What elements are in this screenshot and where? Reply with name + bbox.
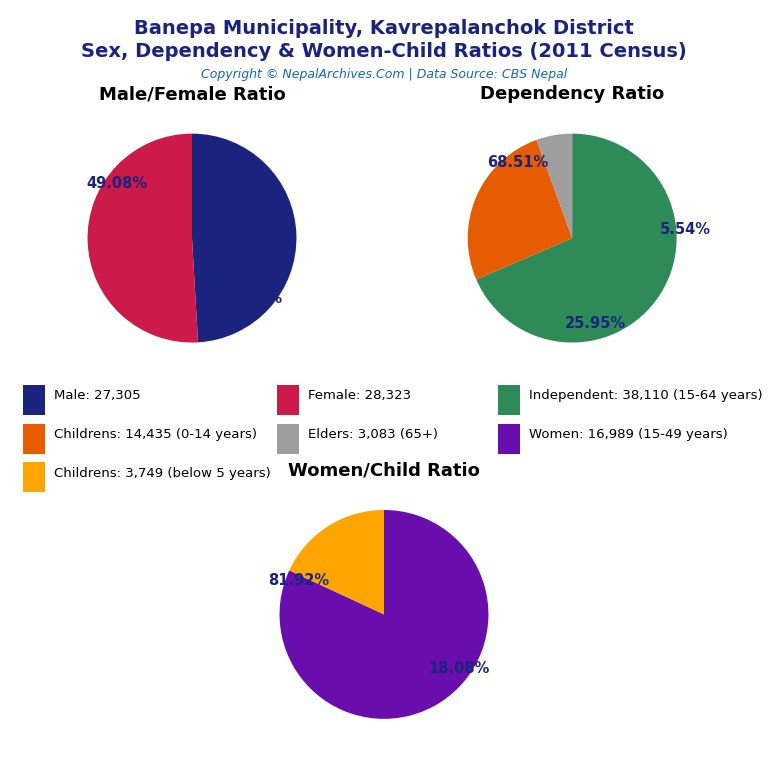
Title: Women/Child Ratio: Women/Child Ratio [288, 462, 480, 479]
Bar [23, 424, 45, 454]
Text: 81.92%: 81.92% [268, 574, 329, 588]
Text: 5.54%: 5.54% [660, 222, 710, 237]
Title: Male/Female Ratio: Male/Female Ratio [98, 85, 286, 103]
Bar [23, 385, 45, 415]
Text: Female: 28,323: Female: 28,323 [308, 389, 411, 402]
Text: Women: 16,989 (15-49 years): Women: 16,989 (15-49 years) [529, 428, 728, 441]
Wedge shape [88, 134, 198, 343]
Bar [277, 385, 300, 415]
Text: 18.08%: 18.08% [429, 661, 490, 676]
Wedge shape [280, 510, 488, 719]
Text: Copyright © NepalArchives.Com | Data Source: CBS Nepal: Copyright © NepalArchives.Com | Data Sou… [201, 68, 567, 81]
Text: 50.92%: 50.92% [222, 291, 283, 306]
Bar [498, 385, 521, 415]
Wedge shape [476, 134, 677, 343]
Text: Banepa Municipality, Kavrepalanchok District: Banepa Municipality, Kavrepalanchok Dist… [134, 19, 634, 38]
Text: Male: 27,305: Male: 27,305 [54, 389, 141, 402]
Text: 68.51%: 68.51% [487, 155, 548, 170]
Text: Elders: 3,083 (65+): Elders: 3,083 (65+) [308, 428, 438, 441]
Text: Independent: 38,110 (15-64 years): Independent: 38,110 (15-64 years) [529, 389, 763, 402]
Bar [277, 424, 300, 454]
Wedge shape [468, 140, 572, 280]
Text: Childrens: 3,749 (below 5 years): Childrens: 3,749 (below 5 years) [54, 467, 270, 479]
Text: 49.08%: 49.08% [86, 177, 147, 191]
Title: Dependency Ratio: Dependency Ratio [480, 85, 664, 103]
Bar [498, 424, 521, 454]
Wedge shape [537, 134, 572, 238]
Text: Childrens: 14,435 (0-14 years): Childrens: 14,435 (0-14 years) [54, 428, 257, 441]
Text: Sex, Dependency & Women-Child Ratios (2011 Census): Sex, Dependency & Women-Child Ratios (20… [81, 42, 687, 61]
Wedge shape [192, 134, 296, 343]
Text: 25.95%: 25.95% [564, 316, 626, 331]
Wedge shape [290, 510, 384, 614]
Bar [23, 462, 45, 492]
